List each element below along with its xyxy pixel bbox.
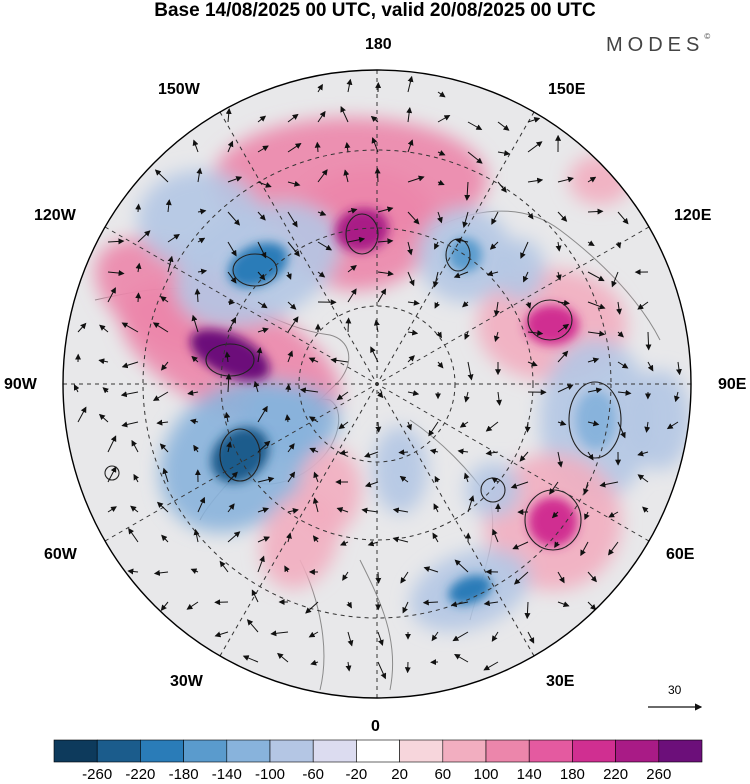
lon-label-150w: 150W bbox=[158, 81, 200, 99]
colorbar-tick-label: -180 bbox=[169, 766, 199, 783]
lon-label-180: 180 bbox=[365, 36, 392, 54]
colorbar-tick-label: -260 bbox=[82, 766, 112, 783]
lon-label-30w: 30W bbox=[170, 673, 203, 691]
colorbar-bin bbox=[356, 740, 399, 762]
colorbar-bin bbox=[443, 740, 486, 762]
colorbar-bin bbox=[486, 740, 529, 762]
map-disk bbox=[63, 70, 691, 698]
lon-label-60e: 60E bbox=[666, 546, 694, 564]
colorbar-bin bbox=[400, 740, 443, 762]
lon-label-60w: 60W bbox=[44, 546, 77, 564]
anomaly-core bbox=[576, 391, 617, 450]
lon-label-120w: 120W bbox=[34, 207, 76, 225]
colorbar bbox=[54, 740, 702, 762]
wind-arrow bbox=[648, 332, 649, 350]
colorbar-tick-label: -220 bbox=[125, 766, 155, 783]
lon-label-90e: 90E bbox=[718, 376, 746, 394]
wind-arrow bbox=[378, 572, 379, 583]
wind-arrow bbox=[377, 169, 378, 183]
anomaly-area bbox=[629, 370, 692, 470]
colorbar-bin bbox=[270, 740, 313, 762]
colorbar-tick-label: 20 bbox=[391, 766, 408, 783]
colorbar-labels: -260 -220 -180 -140 -100 -60 -20 20 60 100 140 180 2… bbox=[0, 766, 750, 784]
colorbar-bin bbox=[140, 740, 183, 762]
colorbar-tick-label: -20 bbox=[346, 766, 368, 783]
colorbar-tick-label: -60 bbox=[302, 766, 324, 783]
anomaly-core bbox=[528, 497, 578, 547]
wind-arrow bbox=[138, 293, 139, 302]
anomaly-core bbox=[448, 238, 482, 272]
wind-arrow bbox=[317, 143, 318, 152]
colorbar-tick-label: 100 bbox=[473, 766, 498, 783]
colorbar-bin bbox=[313, 740, 356, 762]
wind-arrow bbox=[228, 302, 234, 303]
lon-label-30e: 30E bbox=[546, 673, 574, 691]
wind-arrow bbox=[588, 211, 603, 212]
colorbar-bin bbox=[529, 740, 572, 762]
colorbar-bin bbox=[616, 740, 659, 762]
colorbar-tick-label: -140 bbox=[212, 766, 242, 783]
colorbar-bin bbox=[659, 740, 702, 762]
wind-arrow bbox=[527, 422, 528, 432]
colorbar-bin bbox=[54, 740, 97, 762]
anomaly-area bbox=[466, 463, 521, 518]
wind-arrow bbox=[288, 385, 289, 392]
colorbar-bin bbox=[572, 740, 615, 762]
colorbar-tick-label: 180 bbox=[560, 766, 585, 783]
anomaly-area bbox=[373, 426, 428, 514]
colorbar-bin bbox=[227, 740, 270, 762]
colorbar-tick-label: 220 bbox=[603, 766, 628, 783]
colorbar-tick-label: 260 bbox=[646, 766, 671, 783]
colorbar-bin bbox=[97, 740, 140, 762]
colorbar-tick-label: 60 bbox=[434, 766, 451, 783]
lon-label-0: 0 bbox=[371, 718, 380, 736]
colorbar-tick-label: -100 bbox=[255, 766, 285, 783]
lon-label-90w: 90W bbox=[4, 376, 37, 394]
colorbar-tick-label: 140 bbox=[517, 766, 542, 783]
wind-arrow bbox=[378, 422, 379, 432]
wind-arrow bbox=[399, 452, 408, 453]
lon-label-150e: 150E bbox=[548, 81, 585, 99]
wind-arrow bbox=[138, 205, 139, 213]
reference-vector-label: 30 bbox=[668, 683, 681, 697]
lon-label-120e: 120E bbox=[674, 207, 711, 225]
wind-arrow bbox=[348, 318, 349, 332]
wind-arrow bbox=[424, 602, 438, 603]
colorbar-bin bbox=[184, 740, 227, 762]
